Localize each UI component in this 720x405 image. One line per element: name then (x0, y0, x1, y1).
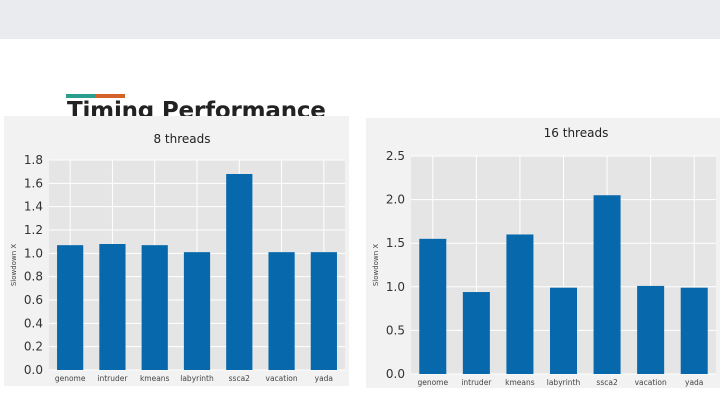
bar-ssca2 (593, 195, 621, 374)
y-tick-label: 0.8 (24, 270, 43, 284)
y-tick-label: 2.0 (386, 193, 405, 207)
x-tick-label: vacation (266, 374, 298, 383)
y-tick-label: 1.8 (24, 153, 43, 167)
title-accent-teal (66, 94, 95, 98)
y-tick-label: 2.5 (386, 149, 405, 163)
bar-kmeans (141, 245, 168, 370)
y-tick-label: 0.0 (386, 367, 405, 381)
x-tick-label: vacation (635, 378, 667, 387)
chart-title: 16 threads (544, 126, 609, 140)
chart-title: 8 threads (153, 132, 210, 146)
chart-16-threads: 0.0 0.5 1.0 1.5 2.0 2.5 genome intruder kmeans la… (372, 126, 716, 387)
y-tick-label: 1.2 (24, 223, 43, 237)
x-tick-label: kmeans (505, 378, 535, 387)
y-tick-label: 1.4 (24, 200, 43, 214)
x-tick-label: genome (55, 374, 86, 383)
x-tick-label: genome (417, 378, 448, 387)
bar-intruder (99, 244, 126, 370)
x-tick-label: yada (315, 374, 333, 383)
bar-kmeans (506, 234, 534, 374)
x-tick-label: ssca2 (596, 378, 618, 387)
bar-yada (310, 252, 337, 370)
chart-8-threads: 0.0 0.2 0.4 0.6 0.8 1.0 1.2 1.4 1.6 1.8 genome intr… (10, 132, 345, 383)
y-tick-label: 0.6 (24, 293, 43, 307)
x-tick-label: intruder (461, 378, 492, 387)
top-bar (0, 0, 720, 39)
y-tick-label: 1.6 (24, 176, 43, 190)
bar-genome (57, 245, 84, 370)
bar-yada (680, 287, 708, 374)
y-axis-label: Slowdown X (372, 244, 380, 287)
y-tick-label: 1.0 (386, 280, 405, 294)
y-tick-label: 0.5 (386, 323, 405, 337)
x-tick-label: yada (685, 378, 703, 387)
y-tick-label: 0.2 (24, 340, 43, 354)
bar-vacation (637, 285, 665, 374)
bar-labyrinth (549, 287, 578, 374)
x-tick-label: intruder (97, 374, 128, 383)
title-accent-orange (95, 94, 125, 98)
x-tick-label: labyrinth (547, 378, 581, 387)
y-tick-label: 0.4 (24, 316, 43, 330)
chart-panel-16-threads: 0.0 0.5 1.0 1.5 2.0 2.5 genome intruder kmeans la… (366, 118, 720, 388)
x-tick-label: kmeans (140, 374, 170, 383)
bar-labyrinth (183, 252, 211, 370)
chart-panel-8-threads: 0.0 0.2 0.4 0.6 0.8 1.0 1.2 1.4 1.6 1.8 genome intr… (4, 116, 349, 386)
y-tick-label: 1.5 (386, 236, 405, 250)
x-tick-label: labyrinth (180, 374, 214, 383)
bar-intruder (462, 292, 490, 374)
x-tick-label: ssca2 (229, 374, 251, 383)
bar-ssca2 (226, 174, 253, 370)
y-axis-label: Slowdown X (10, 244, 18, 287)
y-tick-label: 1.0 (24, 246, 43, 260)
bar-genome (419, 238, 447, 374)
y-tick-label: 0.0 (24, 363, 43, 377)
bar-vacation (268, 252, 295, 370)
